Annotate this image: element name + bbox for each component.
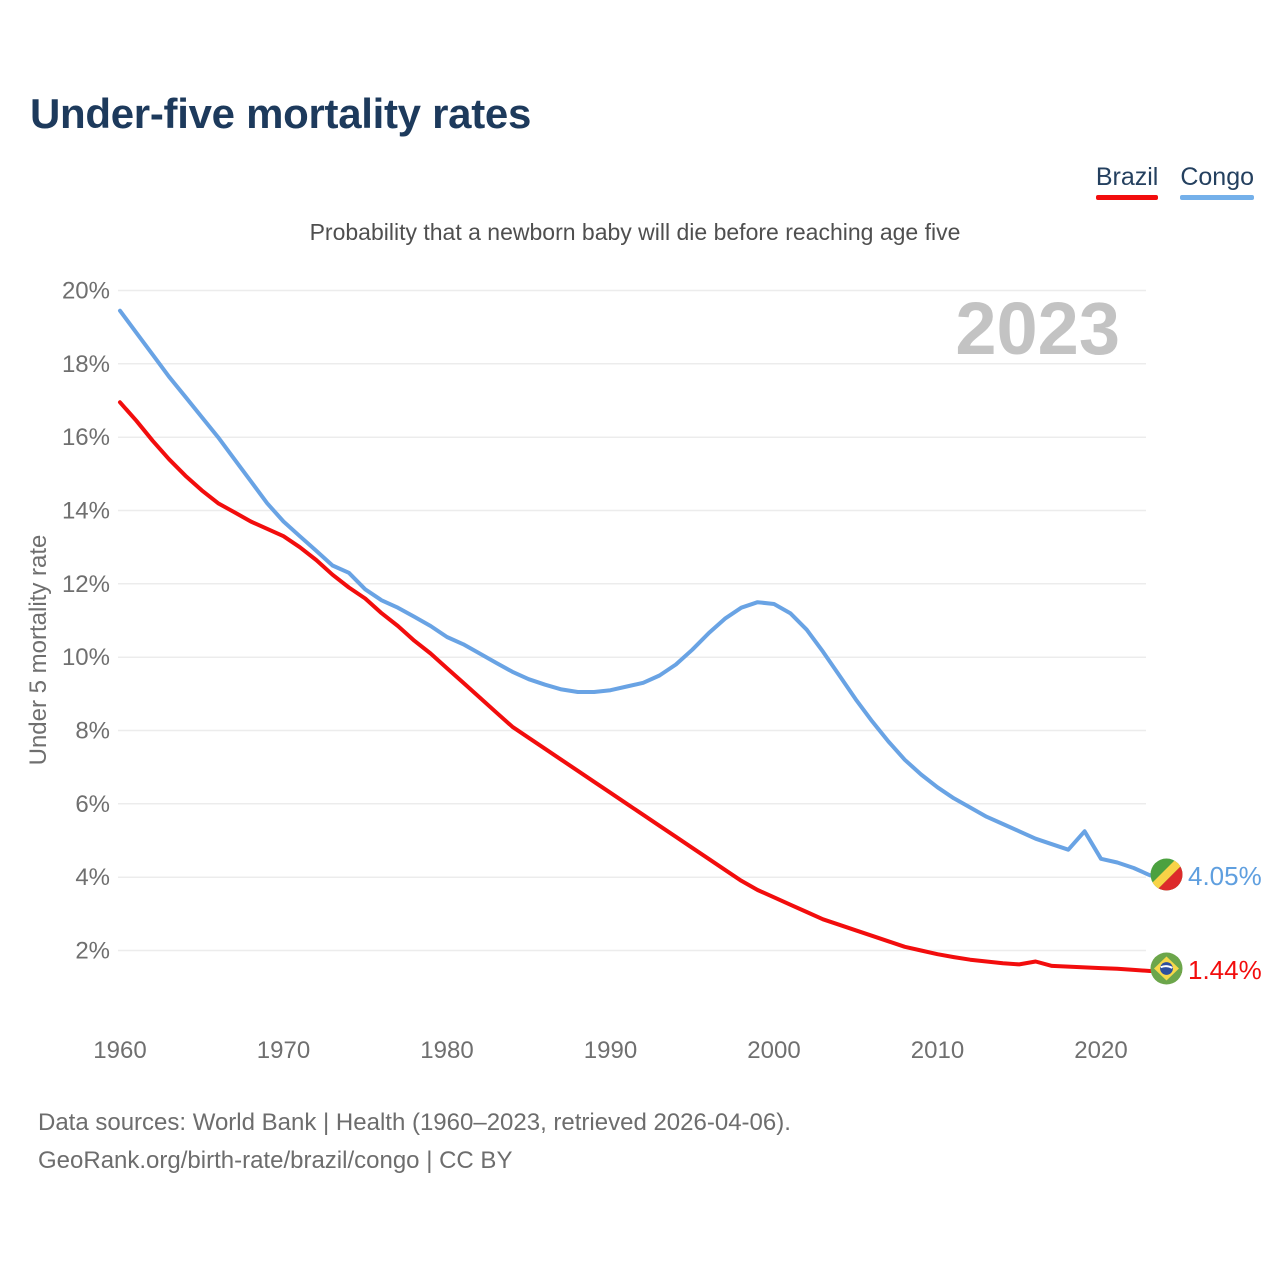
y-tick-label: 4% [75, 864, 110, 891]
data-sources-footer: Data sources: World Bank | Health (1960–… [38, 1104, 791, 1180]
legend-label-congo[interactable]: Congo [1180, 163, 1254, 191]
legend-underline-congo [1180, 195, 1254, 200]
x-tick-label: 1960 [93, 1037, 146, 1064]
legend-label-brazil[interactable]: Brazil [1095, 163, 1159, 191]
x-tick-label: 2000 [747, 1037, 800, 1064]
x-tick-label: 1970 [257, 1037, 310, 1064]
y-axis-title: Under 5 mortality rate [25, 535, 52, 766]
y-tick-label: 12% [62, 571, 110, 598]
x-tick-label: 2010 [911, 1037, 964, 1064]
brazil-end-value-label: 1.44% [1188, 955, 1262, 985]
footer-line-1: Data sources: World Bank | Health (1960–… [38, 1109, 791, 1136]
legend-underline-brazil [1095, 195, 1159, 200]
y-tick-label: 18% [62, 351, 110, 378]
congo-flag-icon [1150, 858, 1183, 891]
congo-end-value-label: 4.05% [1188, 861, 1262, 891]
y-tick-label: 16% [62, 424, 110, 451]
legend-item-brazil[interactable]: Brazil [1095, 163, 1159, 200]
y-tick-label: 20% [62, 278, 110, 305]
legend: Brazil Congo [1095, 163, 1254, 200]
y-tick-label: 8% [75, 718, 110, 745]
page-title: Under-five mortality rates [30, 90, 532, 137]
legend-item-congo[interactable]: Congo [1180, 163, 1254, 200]
series-line-congo [118, 308, 1152, 878]
y-tick-label: 10% [62, 644, 110, 671]
x-tick-label: 2020 [1074, 1037, 1127, 1064]
y-tick-label: 14% [62, 498, 110, 525]
chart-subtitle: Probability that a newborn baby will die… [309, 219, 961, 245]
x-tick-label: 1990 [584, 1037, 637, 1064]
x-tick-label: 1980 [420, 1037, 473, 1064]
series-line-brazil [118, 400, 1152, 973]
y-tick-label: 6% [75, 791, 110, 818]
y-tick-label: 2% [75, 938, 110, 965]
year-watermark: 2023 [955, 287, 1120, 370]
footer-line-2: GeoRank.org/birth-rate/brazil/congo | CC… [38, 1147, 513, 1174]
brazil-flag-icon [1150, 952, 1183, 985]
